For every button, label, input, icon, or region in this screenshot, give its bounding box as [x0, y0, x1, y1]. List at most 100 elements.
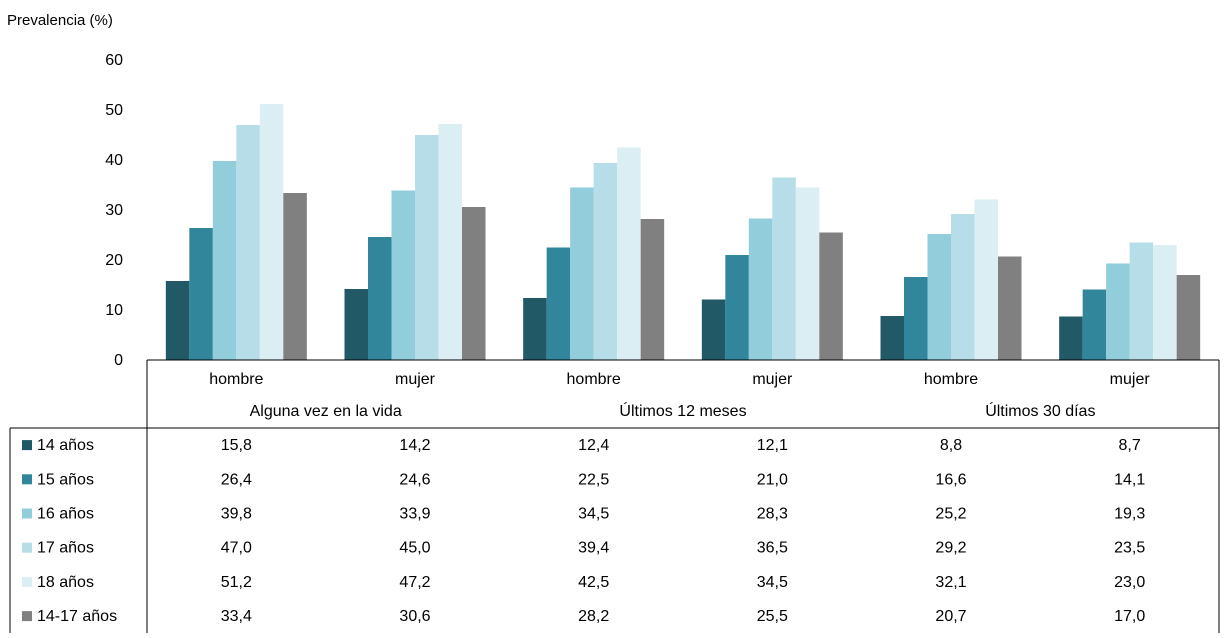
bar — [415, 135, 439, 360]
y-tick-label: 20 — [105, 252, 123, 269]
x-category-label: hombre — [924, 371, 978, 388]
data-table-rows: 14 años 15,8 14,2 12,4 12,1 8,8 8,7 15 años 26,4… — [22, 437, 1145, 625]
data-label: 8,7 — [1119, 437, 1141, 454]
bar — [819, 232, 843, 360]
data-label: 12,1 — [757, 437, 788, 454]
bar — [1106, 263, 1130, 360]
table-row: 14-17 años 33,4 30,6 28,2 25,5 20,7 17,0 — [22, 608, 1145, 625]
legend-swatch — [22, 474, 32, 485]
legend-label: 15 años — [37, 471, 94, 488]
data-label: 25,2 — [935, 506, 966, 523]
bar — [236, 125, 260, 360]
y-tick-label: 60 — [105, 52, 123, 69]
data-label: 8,8 — [940, 437, 962, 454]
x-axis-groups: Alguna vez en la vida Últimos 12 meses Últ… — [250, 401, 1096, 420]
x-group-label: Alguna vez en la vida — [250, 403, 402, 420]
data-label: 16,6 — [935, 471, 966, 488]
data-label: 33,9 — [399, 506, 430, 523]
bar — [189, 228, 213, 360]
bar — [212, 161, 237, 360]
y-tick-label: 50 — [105, 102, 123, 119]
bar — [438, 124, 462, 360]
bar — [880, 316, 904, 360]
data-label: 21,0 — [757, 471, 788, 488]
data-label: 29,2 — [935, 540, 966, 557]
bar — [748, 218, 773, 360]
bar — [772, 177, 796, 360]
x-category-label: hombre — [209, 371, 263, 388]
data-label: 19,3 — [1114, 506, 1145, 523]
data-label: 45,0 — [399, 540, 430, 557]
data-label: 34,5 — [578, 506, 609, 523]
y-tick-label: 0 — [114, 352, 123, 369]
data-label: 28,2 — [578, 608, 609, 625]
bar — [617, 147, 641, 360]
data-label: 34,5 — [757, 574, 788, 591]
bar — [570, 187, 594, 360]
bar — [998, 256, 1022, 360]
bar — [1176, 275, 1201, 360]
data-label: 32,1 — [935, 574, 966, 591]
bar — [795, 187, 820, 360]
data-label: 22,5 — [578, 471, 609, 488]
y-tick-label: 10 — [105, 302, 123, 319]
legend-label: 17 años — [37, 540, 94, 557]
legend-label: 14 años — [37, 437, 94, 454]
bar — [1153, 245, 1177, 360]
bar — [701, 299, 726, 360]
bar — [725, 255, 749, 360]
data-label: 30,6 — [399, 608, 430, 625]
bar — [1082, 289, 1107, 360]
data-label: 47,2 — [399, 574, 430, 591]
data-label: 42,5 — [578, 574, 609, 591]
data-table-lines — [9, 359, 1220, 634]
table-row: 16 años 39,8 33,9 34,5 28,3 25,2 19,3 — [22, 506, 1145, 523]
table-row: 17 años 47,0 45,0 39,4 36,5 29,2 23,5 — [22, 540, 1145, 557]
bar — [523, 298, 547, 360]
bar — [951, 214, 975, 360]
x-category-label: mujer — [1110, 371, 1151, 388]
table-row: 14 años 15,8 14,2 12,4 12,1 8,8 8,7 — [22, 437, 1141, 454]
data-label: 23,0 — [1114, 574, 1145, 591]
bar — [640, 219, 665, 360]
data-label: 20,7 — [935, 608, 966, 625]
bar — [368, 237, 392, 360]
bar — [1059, 316, 1083, 360]
data-label: 33,4 — [221, 608, 252, 625]
legend-label: 18 años — [37, 574, 94, 591]
data-label: 26,4 — [221, 471, 252, 488]
data-label: 17,0 — [1114, 608, 1145, 625]
bar — [165, 281, 190, 360]
legend-label: 16 años — [37, 506, 94, 523]
y-axis-ticks: 0 10 20 30 40 50 60 — [105, 52, 123, 369]
data-label: 39,8 — [221, 506, 252, 523]
legend-swatch — [22, 611, 32, 622]
bar — [259, 104, 284, 360]
data-label: 36,5 — [757, 540, 788, 557]
x-group-label: Últimos 12 meses — [619, 401, 746, 420]
bar — [462, 207, 486, 360]
legend-swatch — [22, 440, 32, 451]
bar — [974, 199, 998, 360]
y-tick-label: 40 — [105, 152, 123, 169]
data-label: 14,1 — [1114, 471, 1145, 488]
bar — [283, 193, 307, 360]
data-label: 15,8 — [221, 437, 252, 454]
data-label: 24,6 — [399, 471, 430, 488]
legend-swatch — [22, 542, 32, 553]
bar — [546, 247, 571, 360]
x-category-label: hombre — [567, 371, 621, 388]
data-label: 23,5 — [1114, 540, 1145, 557]
bar — [593, 163, 618, 360]
y-axis-title: Prevalencia (%) — [7, 12, 113, 29]
data-label: 14,2 — [399, 437, 430, 454]
legend-swatch — [22, 576, 32, 587]
data-label: 47,0 — [221, 540, 252, 557]
table-row: 18 años 51,2 47,2 42,5 34,5 32,1 23,0 — [22, 574, 1145, 591]
y-tick-label: 30 — [105, 202, 123, 219]
x-axis-categories: hombre mujer hombre mujer hombre mujer — [209, 371, 1150, 388]
bar — [391, 190, 415, 360]
x-category-label: mujer — [395, 371, 436, 388]
